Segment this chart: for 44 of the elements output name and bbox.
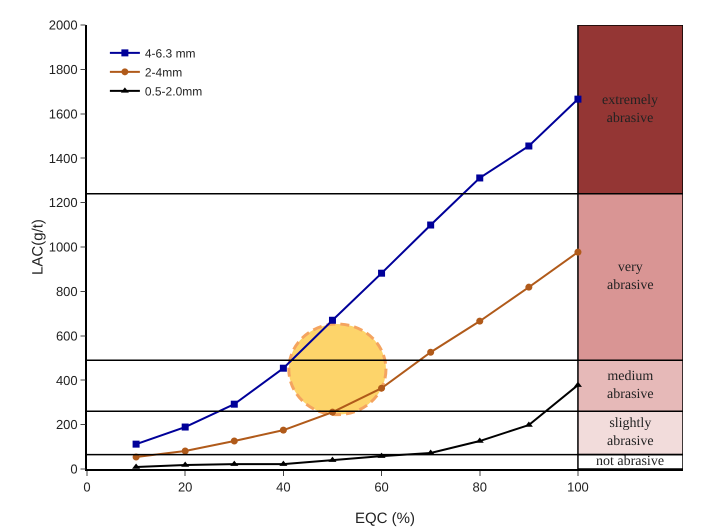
legend-label: 2-4mm <box>144 66 182 80</box>
y-tick-label: 1200 <box>48 195 78 210</box>
point <box>574 96 582 103</box>
x-tick-label: 20 <box>178 479 192 494</box>
point <box>230 400 238 408</box>
x-tick-label: 100 <box>567 479 589 494</box>
point <box>476 318 484 325</box>
legend-label: 4-6.3 mm <box>144 46 196 60</box>
band-label: not abrasive <box>596 454 664 469</box>
point <box>328 316 336 324</box>
point <box>280 364 287 372</box>
x-tick-label: 0 <box>83 479 91 494</box>
y-tick-label: 1400 <box>48 150 78 166</box>
point <box>182 424 189 431</box>
y-tick-label: 600 <box>56 328 78 344</box>
point <box>427 222 434 229</box>
point <box>280 426 287 434</box>
legend-label: 0.5-2.0mm <box>144 84 202 98</box>
point <box>476 174 484 182</box>
point <box>525 142 532 150</box>
y-tick-label: 400 <box>56 372 78 388</box>
point <box>132 440 140 448</box>
y-tick-label: 0 <box>70 462 78 477</box>
point <box>574 248 582 256</box>
y-tick-label: 800 <box>56 284 78 299</box>
y-tick-label: 2000 <box>48 18 78 33</box>
y-tick-label: 200 <box>56 417 78 432</box>
point <box>182 448 189 455</box>
point <box>525 284 532 291</box>
x-tick-label: 80 <box>472 479 487 494</box>
y-tick-label: 1800 <box>48 62 78 77</box>
y-tick-label: 1000 <box>48 240 78 255</box>
x-axis-title: EQC (%) <box>355 510 416 527</box>
point <box>378 270 386 277</box>
band-label: extremely abrasive <box>602 93 658 126</box>
y-axis-title: LAC(g/t) <box>30 219 47 275</box>
x-tick-label: 40 <box>276 479 291 494</box>
band-label: medium abrasive <box>607 369 654 402</box>
point <box>427 348 434 356</box>
band-label: very abrasive <box>607 260 654 294</box>
point <box>378 384 386 392</box>
point <box>230 438 238 445</box>
y-tick-label: 1600 <box>48 106 78 122</box>
x-tick-label: 60 <box>374 479 389 494</box>
